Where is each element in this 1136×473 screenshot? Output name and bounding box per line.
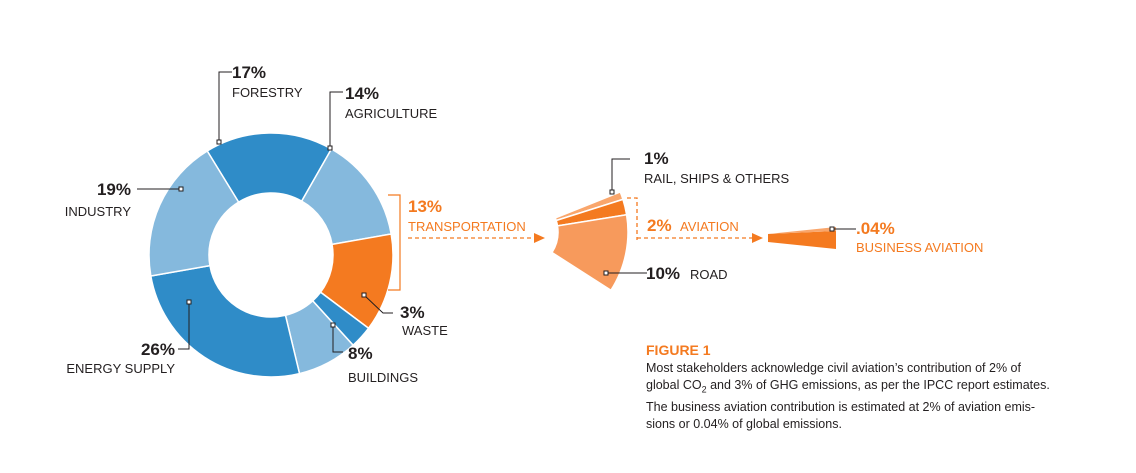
fan-slice-road: [550, 213, 629, 292]
forestry-label: FORESTRY: [232, 85, 303, 100]
business-aviation-value: .04%: [856, 219, 895, 238]
forestry-value: 17%: [232, 63, 266, 82]
waste-value: 3%: [400, 303, 425, 322]
transport-fan-chart: [550, 190, 629, 292]
aviation-wedge-chart: [768, 227, 836, 249]
business-aviation-label: BUSINESS AVIATION: [856, 240, 983, 255]
caption-line-2-pre: global CO: [646, 378, 702, 392]
transportation-label: TRANSPORTATION: [408, 219, 526, 234]
industry-label: INDUSTRY: [65, 204, 132, 219]
caption-line-2-post: and 3% of GHG emissions, as per the IPCC…: [706, 378, 1050, 392]
road-value: 10%: [646, 264, 680, 283]
donut-slice-energy-supply: [149, 264, 301, 378]
buildings-label: BUILDINGS: [348, 370, 418, 385]
fan-leader-lines: [603, 158, 647, 276]
sector-donut-chart: [148, 132, 394, 378]
caption-line-3: The business aviation contribution is es…: [646, 399, 1036, 414]
transport-arrow: [408, 233, 545, 243]
caption-title: FIGURE 1: [646, 342, 711, 358]
rail-ships-value: 1%: [644, 149, 669, 168]
aviation-label: AVIATION: [680, 219, 739, 234]
aviation-arrow: [627, 197, 763, 243]
buildings-value: 8%: [348, 344, 373, 363]
aviation-wedge: [768, 231, 836, 249]
agriculture-value: 14%: [345, 84, 379, 103]
figure-caption: FIGURE 1 Most stakeholders acknowledge c…: [646, 342, 1086, 433]
aviation-value: 2%: [647, 216, 672, 235]
donut-slice-industry: [148, 149, 240, 277]
agriculture-label: AGRICULTURE: [345, 106, 438, 121]
energy-supply-value: 26%: [141, 340, 175, 359]
transportation-value: 13%: [408, 197, 442, 216]
business-leader: [829, 226, 856, 232]
transportation-bracket: [388, 194, 401, 291]
waste-label: WASTE: [402, 323, 448, 338]
industry-value: 19%: [97, 180, 131, 199]
caption-body: Most stakeholders acknowledge civil avia…: [646, 360, 1086, 433]
leader-lines: [137, 71, 393, 353]
energy-supply-label: ENERGY SUPPLY: [66, 361, 175, 376]
caption-line-4: sions or 0.04% of global emissions.: [646, 416, 842, 431]
rail-ships-label: RAIL, SHIPS & OTHERS: [644, 171, 790, 186]
caption-subscript: 2: [701, 384, 707, 395]
business-aviation-slice: [768, 227, 836, 234]
road-label: ROAD: [690, 267, 728, 282]
caption-line-1: Most stakeholders acknowledge civil avia…: [646, 361, 1021, 375]
